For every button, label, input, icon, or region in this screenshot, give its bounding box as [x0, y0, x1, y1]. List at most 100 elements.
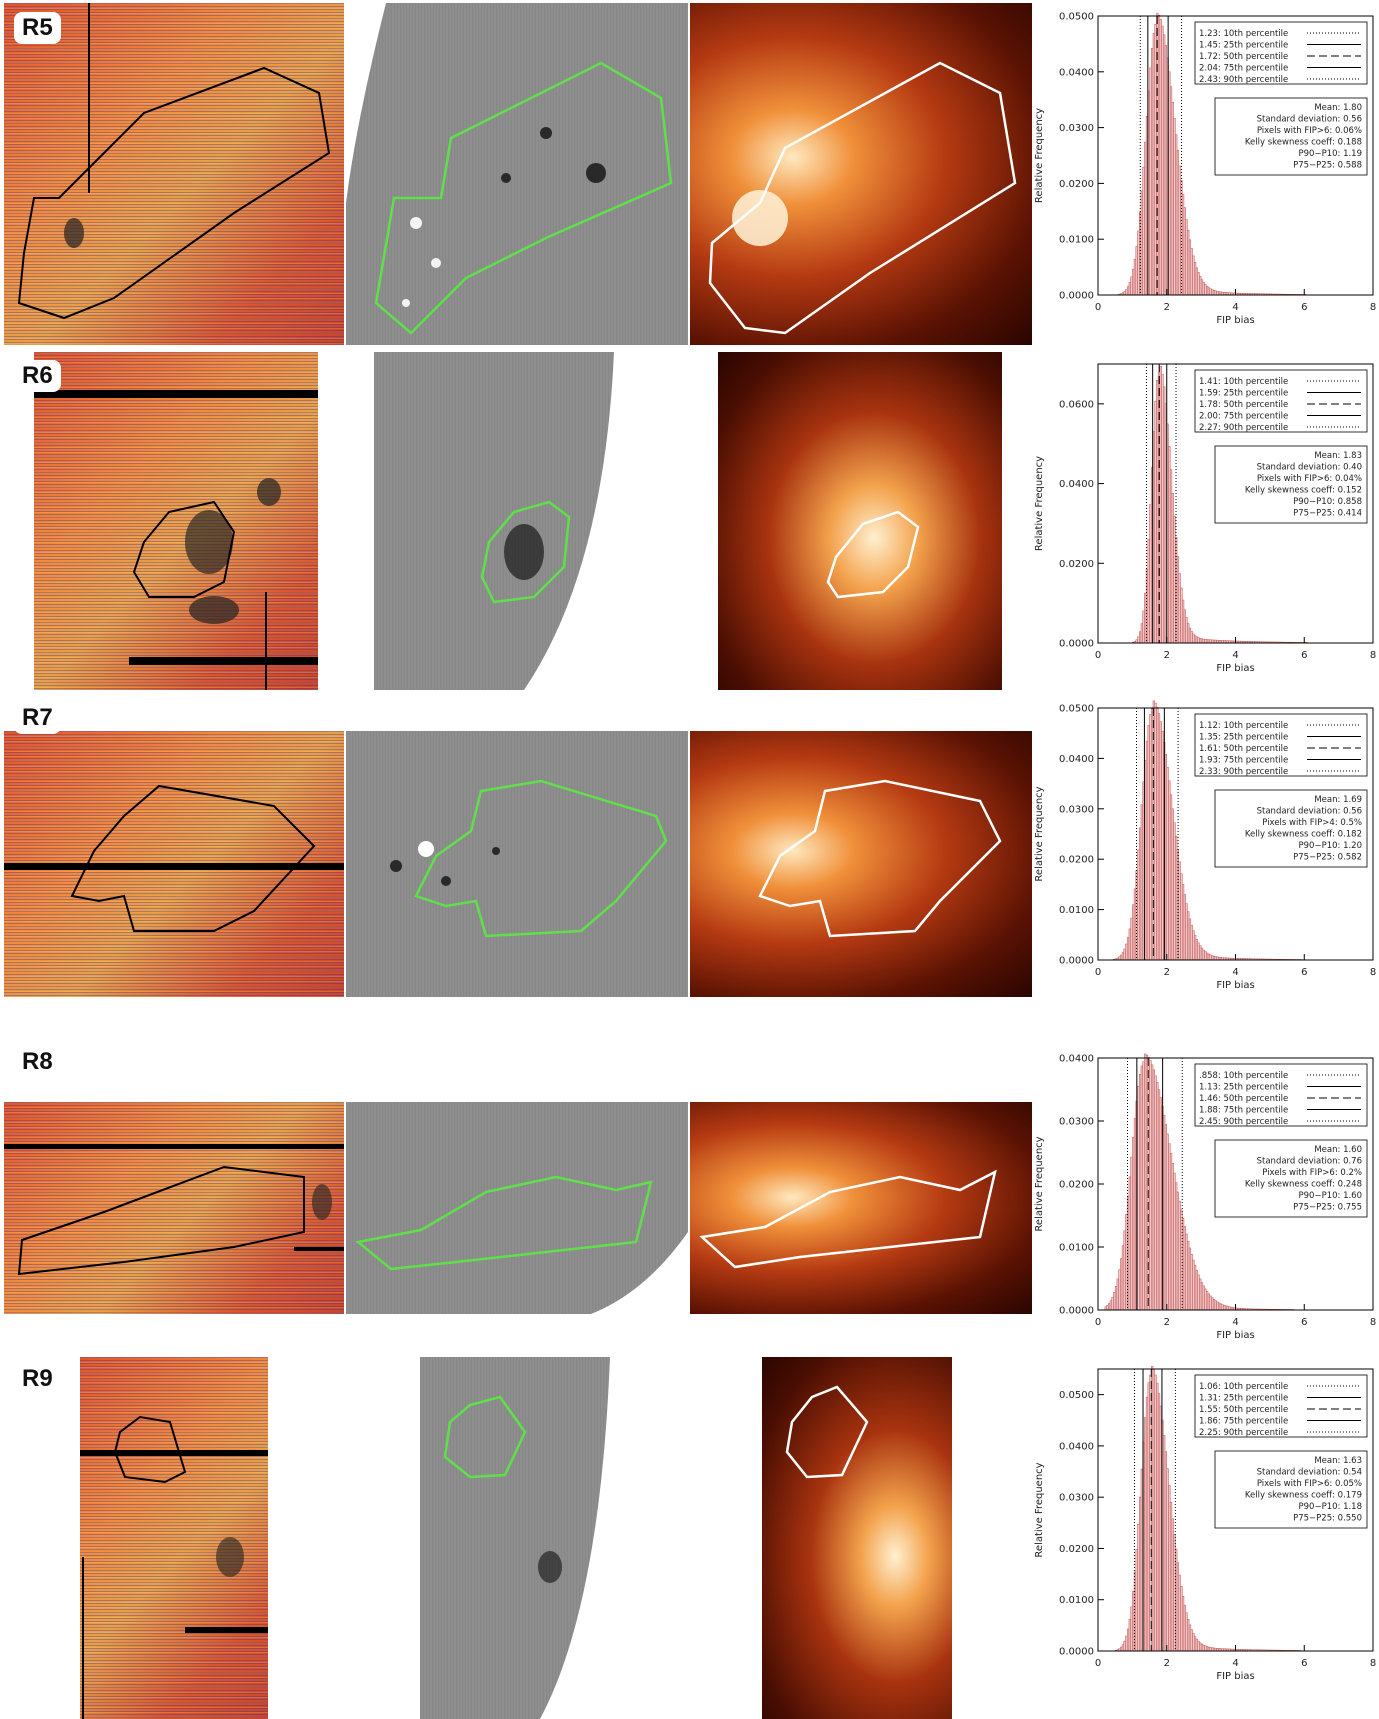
histogram-bar: [1144, 1417, 1147, 1652]
legend-entry: 1.88: 75th percentile: [1199, 1106, 1288, 1116]
histogram-bar: [1194, 635, 1197, 644]
stat-line: Mean: 1.63: [1314, 1456, 1362, 1466]
histogram-bar: [1171, 808, 1174, 961]
x-tick-label: 4: [1232, 967, 1238, 978]
histogram-bar: [1142, 610, 1145, 644]
histogram-bar: [1116, 1278, 1119, 1311]
histogram-bar: [1169, 1153, 1173, 1311]
histogram-bar: [1168, 780, 1171, 961]
x-tick-label: 2: [1164, 967, 1170, 978]
histogram-bar: [1133, 258, 1137, 296]
histogram-bar: [1154, 1075, 1157, 1311]
histogram-bar: [1114, 1286, 1118, 1311]
histogram-bar: [1137, 636, 1140, 644]
histogram-bar: [1154, 24, 1157, 296]
stat-line: P75−P25: 0.755: [1293, 1203, 1362, 1213]
stat-line: P90−P10: 0.858: [1293, 497, 1362, 507]
x-tick-label: 8: [1370, 967, 1376, 978]
stat-line: P90−P10: 1.20: [1299, 841, 1363, 851]
percentile-legend: [1194, 1063, 1368, 1127]
histogram-bar: [1128, 1619, 1131, 1652]
histogram-bar: [1140, 623, 1143, 644]
histogram-bar: [1206, 1291, 1209, 1311]
x-tick-label: 0: [1095, 1317, 1101, 1328]
euv-contour: [785, 1385, 869, 1479]
x-tick-label: 8: [1370, 1658, 1376, 1669]
y-tick-label: 0.0300: [1059, 123, 1094, 134]
histogram-bar: [1175, 1182, 1178, 1311]
histogram-bar: [1125, 1213, 1128, 1311]
stat-line: Standard deviation: 0.56: [1257, 807, 1362, 817]
histogram-bar: [1212, 955, 1216, 961]
histogram-bar: [1214, 290, 1217, 296]
y-tick-label: 0.0500: [1059, 1390, 1094, 1401]
histogram-bar: [1183, 207, 1186, 296]
histogram-bar: [1128, 928, 1131, 961]
y-axis-label: Relative Frequency: [1034, 1462, 1045, 1557]
y-tick-label: 0.0200: [1059, 559, 1094, 570]
y-axis-label: Relative Frequency: [1034, 786, 1045, 881]
stat-line: P90−P10: 1.19: [1299, 149, 1363, 159]
fip-map-panel: [80, 1357, 268, 1719]
histogram-bar: [1181, 884, 1185, 961]
histogram-bar: [1187, 229, 1190, 296]
x-tick-label: 0: [1095, 650, 1101, 661]
histogram-bar: [1144, 1053, 1147, 1311]
histogram-bar: [1156, 1082, 1159, 1311]
histogram-bar: [1183, 1604, 1186, 1652]
x-tick-label: 4: [1232, 650, 1238, 661]
y-tick-label: 0.0200: [1059, 855, 1094, 866]
histogram-bar: [1128, 282, 1131, 296]
histogram-bar: [1206, 952, 1209, 961]
histogram-bar: [1137, 1523, 1140, 1652]
histogram-bar: [1190, 1629, 1193, 1652]
histogram-bar: [1151, 1064, 1154, 1311]
stat-line: Kelly skewness coeff: 0.188: [1245, 138, 1362, 148]
y-tick-label: 0.0300: [1059, 1117, 1094, 1128]
histogram-bar: [1175, 836, 1178, 961]
y-tick-label: 0.0400: [1059, 479, 1094, 490]
histogram-r8: 0 2 4 6 8 0.0000 0.0100 0.0200 0.0300 0.0400 FIP b…: [1034, 1053, 1376, 1342]
x-axis-label: FIP bias: [1216, 1671, 1254, 1682]
histogram-bar: [1192, 1633, 1195, 1652]
legend-entry: 1.78: 50th percentile: [1199, 400, 1288, 410]
histogram-bar: [1147, 539, 1150, 644]
histogram-bar: [1132, 268, 1135, 296]
histogram-bar: [1152, 1069, 1155, 1311]
y-tick-label: 0.0100: [1059, 905, 1094, 916]
stat-line: Standard deviation: 0.76: [1257, 1157, 1362, 1167]
y-tick-label: 0.0300: [1059, 804, 1094, 815]
stat-line: P90−P10: 1.18: [1299, 1502, 1363, 1512]
histogram-bar: [1161, 730, 1164, 961]
histogram-bar: [1192, 633, 1195, 644]
histogram-bar: [1197, 942, 1200, 961]
histogram-bar: [1152, 1369, 1155, 1652]
histogram-bar: [1120, 1258, 1123, 1311]
euv-contour: [758, 779, 1002, 938]
legend-entry: 1.59: 25th percentile: [1199, 389, 1288, 399]
histogram-bar: [1176, 849, 1180, 961]
histogram-bar: [1132, 904, 1135, 961]
histogram-bar: [1187, 1240, 1190, 1311]
histogram-bar: [1207, 1646, 1210, 1652]
histogram-bar: [1190, 248, 1193, 296]
histogram-bar: [1199, 1642, 1202, 1652]
histogram-bar: [1171, 1518, 1174, 1652]
percentile-legend: [1194, 21, 1368, 85]
histogram-bar: [1125, 943, 1128, 961]
histogram-bar: [1216, 291, 1219, 296]
histogram-bar: [1130, 276, 1133, 296]
stat-line: Pixels with FIP>6: 0.05%: [1257, 1479, 1362, 1489]
histogram-bar: [1187, 911, 1190, 961]
histogram-bar: [1190, 1253, 1193, 1311]
x-tick-label: 2: [1164, 302, 1170, 313]
histogram-bar: [1125, 289, 1128, 296]
histogram-bar: [1180, 873, 1183, 961]
y-tick-label: 0.0000: [1059, 1306, 1094, 1317]
histogram-bar: [1118, 1269, 1121, 1311]
histogram-bar: [1145, 1054, 1149, 1311]
x-axis-label: FIP bias: [1216, 980, 1254, 991]
fip-map-panel: [4, 3, 344, 345]
histogram-bar: [1106, 1305, 1109, 1311]
legend-entry: 1.45: 25th percentile: [1199, 41, 1288, 51]
